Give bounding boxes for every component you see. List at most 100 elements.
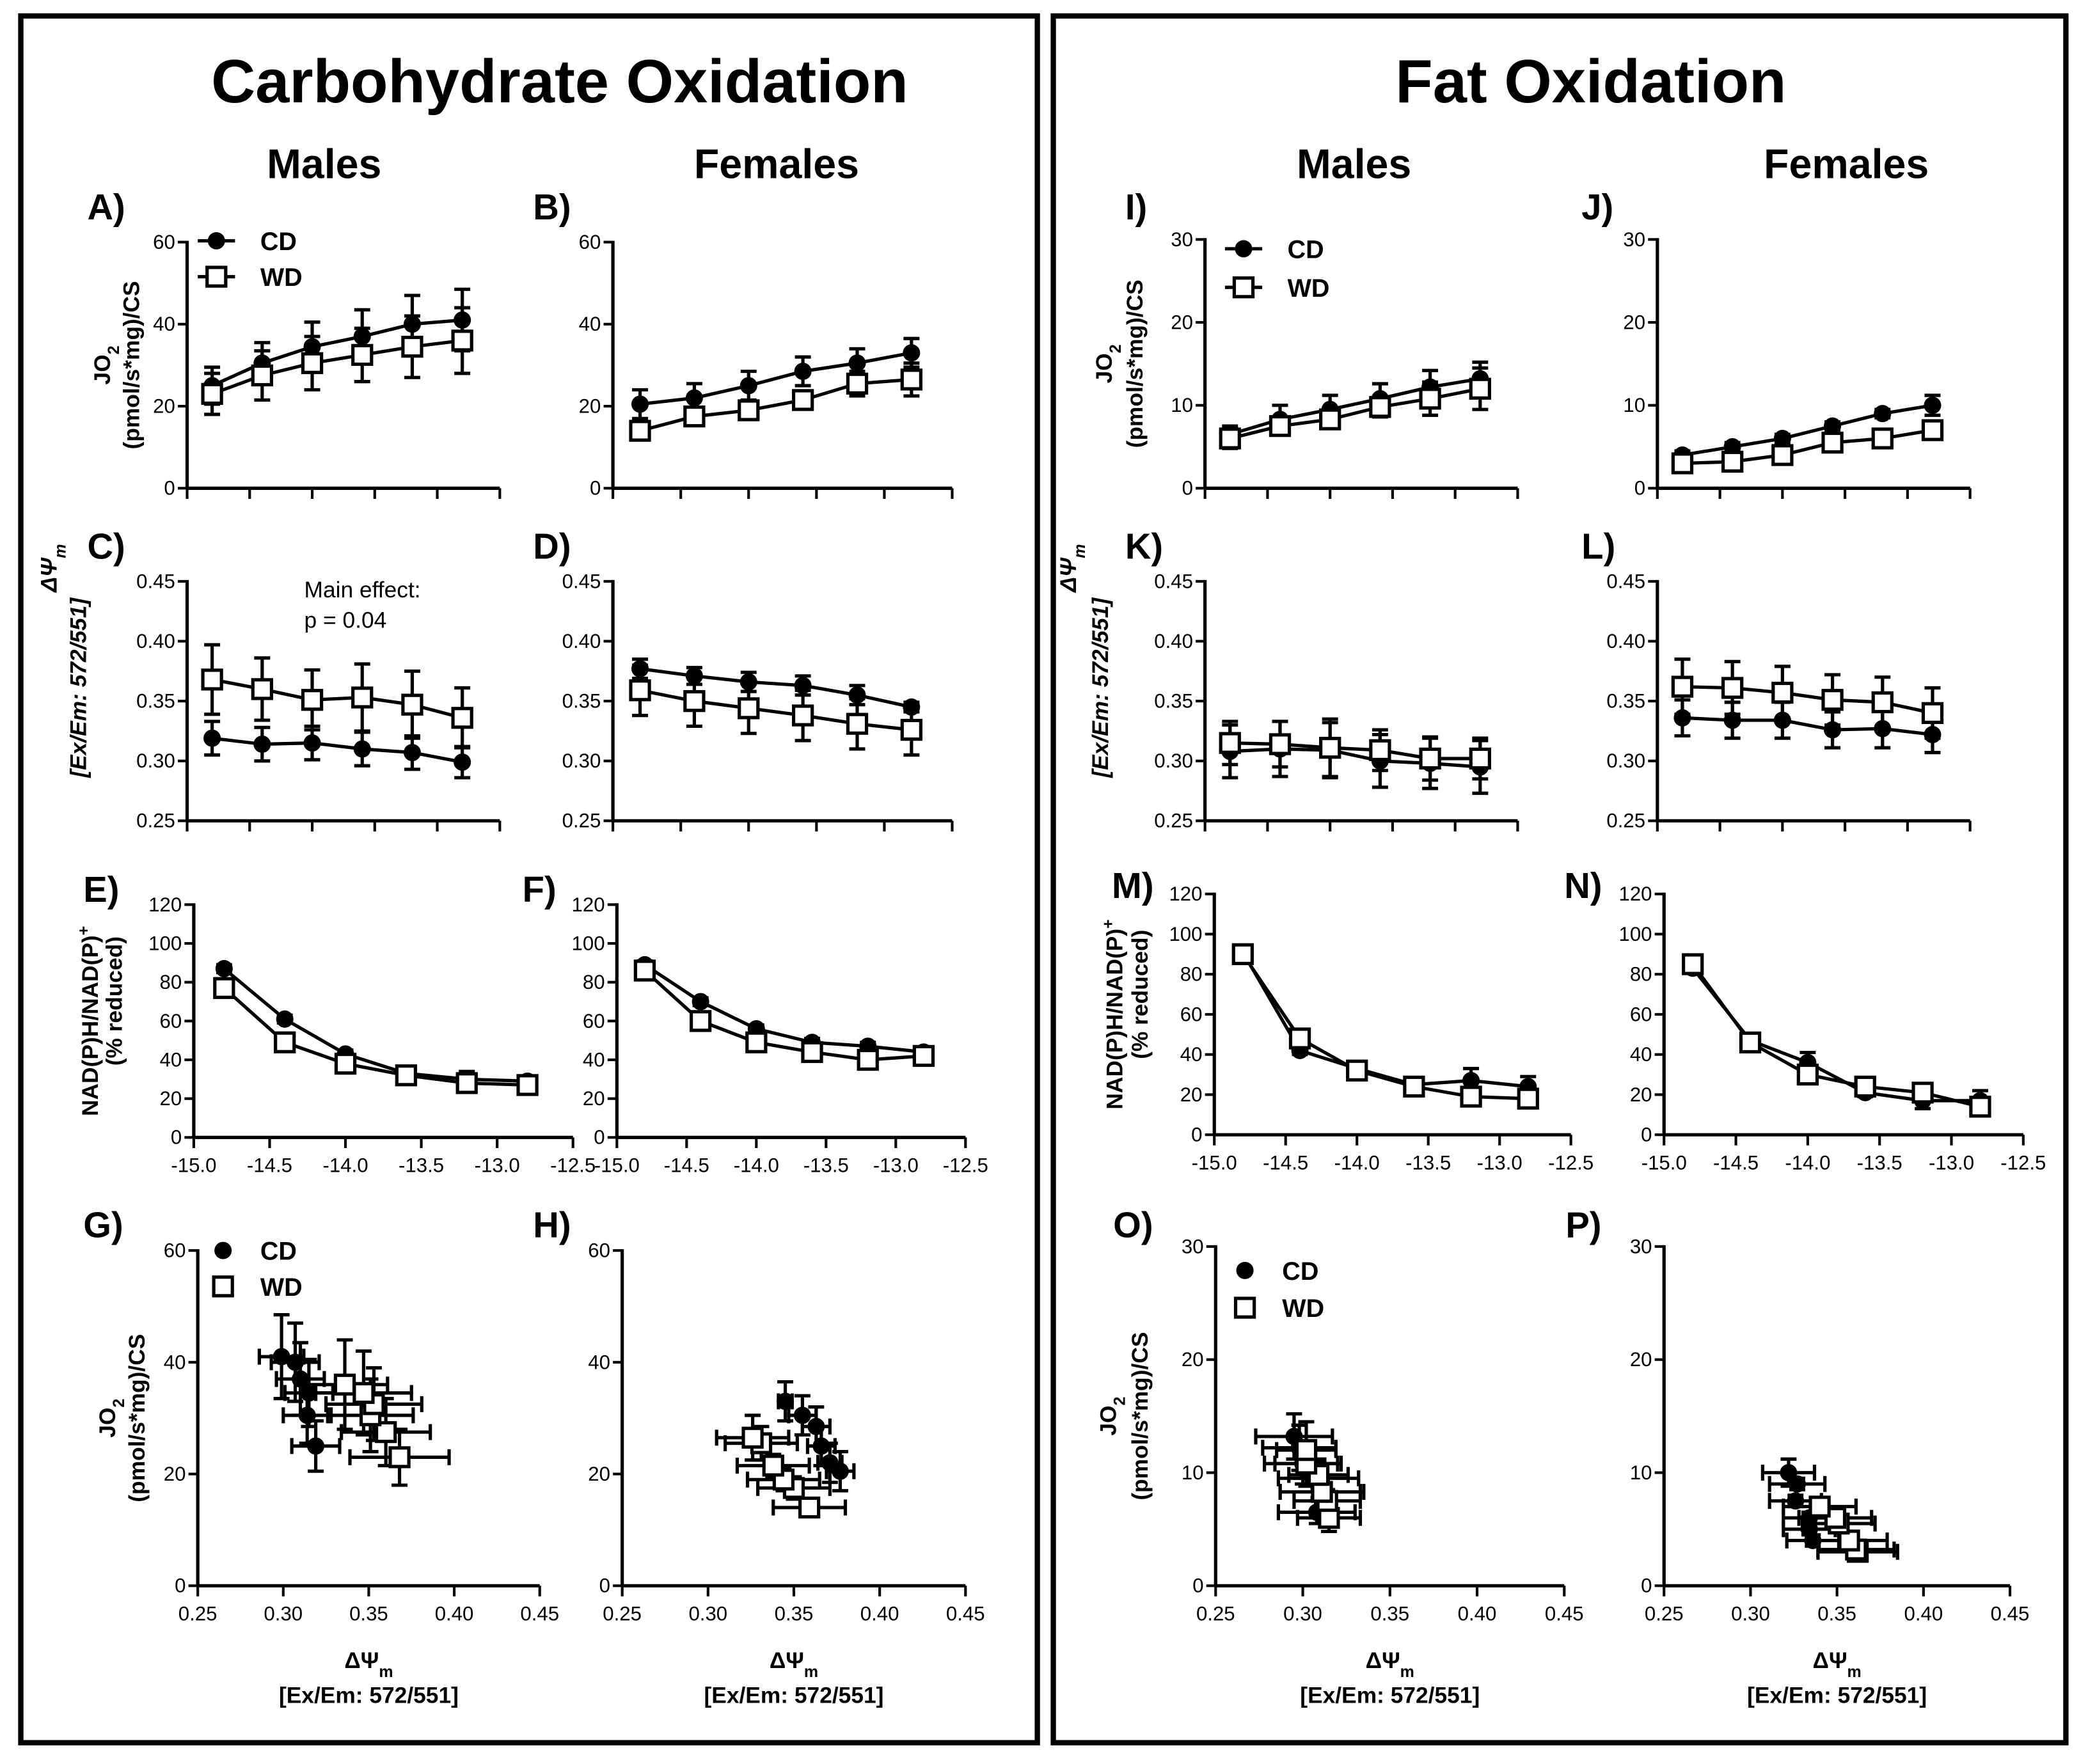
y-tick-label: 20 xyxy=(588,1463,610,1485)
wd-marker xyxy=(213,977,235,999)
x-tick-label: -13.5 xyxy=(803,1154,849,1176)
legend-label-cd: CD xyxy=(260,228,297,256)
wd-marker xyxy=(1460,1085,1482,1108)
cd-marker xyxy=(739,377,757,395)
y-tick-label: 40 xyxy=(583,1048,605,1071)
y-axis-units: (pmol/s*mg)/CS xyxy=(1128,1332,1153,1500)
y-tick-label: 60 xyxy=(583,1010,605,1032)
cd-marker xyxy=(692,993,709,1011)
wd-marker xyxy=(857,1048,879,1071)
cd-marker xyxy=(1874,405,1892,423)
x-tick-label: -15.0 xyxy=(594,1154,640,1176)
panel-f: F) 0 20 40 60 80 100 120 -15.0 -14.5 -14.0 -13.5 -13… xyxy=(523,869,988,1176)
y-tick-label: 0.45 xyxy=(562,570,601,592)
cd-marker xyxy=(631,660,649,678)
y-tick-label: 100 xyxy=(1169,923,1202,945)
wd-marker xyxy=(1682,953,1704,975)
y-tick-label: 60 xyxy=(1630,1003,1652,1025)
wd-marker xyxy=(1346,1059,1368,1082)
wd-marker xyxy=(1231,943,1254,965)
x-axis-units: [Ex/Em: 572/551] xyxy=(279,1683,459,1708)
y-tick-label: 0.30 xyxy=(136,750,175,772)
wd-marker xyxy=(1288,1027,1311,1050)
cd-marker xyxy=(794,363,812,381)
x-tick-label: 0.40 xyxy=(1904,1602,1943,1625)
series-line-wd xyxy=(640,688,912,732)
series-group xyxy=(201,643,473,780)
y-axis-label-subscript: m xyxy=(1071,544,1089,558)
y-tick-label: 0 xyxy=(590,477,601,500)
y-tick-label: 30 xyxy=(1171,228,1193,251)
panel-k: K) 0.25 0.30 0.35 0.40 0.45 ΔΨm [Ex/Em: 572/551… xyxy=(1056,526,1519,832)
y-axis-units: [Ex/Em: 572/551] xyxy=(66,597,91,778)
x-tick-label: -15.0 xyxy=(1641,1151,1687,1174)
wd-marker xyxy=(1269,414,1292,437)
series-line-wd xyxy=(1691,963,1981,1108)
y-axis-label: ΔΨm xyxy=(37,544,70,594)
fat-title: Fat Oxidation xyxy=(1395,47,1786,116)
wd-marker xyxy=(1969,1096,1991,1118)
y-axis-label-main: NAD(P)H/NAD(P) xyxy=(1103,929,1128,1110)
wd-marker xyxy=(791,704,814,727)
series-line-wd xyxy=(1230,387,1481,441)
y-tick-label: 0.30 xyxy=(1606,750,1645,772)
y-tick-label: 80 xyxy=(1180,963,1203,986)
wd-marker xyxy=(683,405,706,428)
y-tick-label: 60 xyxy=(579,231,601,253)
y-tick-label: 0.40 xyxy=(562,630,601,652)
x-axis-label: ΔΨm xyxy=(1366,1648,1414,1681)
y-tick-label: 0 xyxy=(1192,1575,1203,1597)
series-line-cd xyxy=(1682,716,1933,737)
series-group xyxy=(1219,360,1491,450)
y-tick-label: 80 xyxy=(159,971,182,993)
y-axis-units: (% reduced) xyxy=(102,936,127,1066)
x-tick-label: 0.30 xyxy=(688,1602,727,1625)
wd-marker xyxy=(516,1074,539,1096)
panel-label: L) xyxy=(1581,526,1615,567)
wd-marker xyxy=(1233,1296,1256,1319)
wd-marker xyxy=(801,1041,823,1064)
wd-marker xyxy=(1403,1075,1425,1098)
wd-marker xyxy=(629,420,651,442)
x-tick-label: -14.5 xyxy=(247,1154,292,1176)
x-tick-label: -13.5 xyxy=(1857,1151,1902,1174)
y-tick-label: 60 xyxy=(588,1240,610,1262)
panel-label: H) xyxy=(533,1204,571,1245)
y-tick-label: 20 xyxy=(153,395,175,417)
y-tick-label: 10 xyxy=(1623,394,1645,416)
y-tick-label: 0 xyxy=(594,1126,605,1149)
y-tick-label: 0.40 xyxy=(1154,630,1193,652)
x-tick-label: 0.35 xyxy=(349,1602,388,1625)
y-axis-units: (pmol/s*mg)/CS xyxy=(120,281,145,449)
y-axis-units: [Ex/Em: 572/551] xyxy=(1088,597,1113,778)
x-axis-label-main: ΔΨ xyxy=(1813,1648,1847,1673)
wd-marker xyxy=(201,668,223,691)
x-tick-label: 0.40 xyxy=(1458,1602,1497,1625)
series-line-wd xyxy=(212,677,463,720)
cd-marker xyxy=(1824,417,1842,435)
series-group xyxy=(1760,1457,1899,1563)
x-axis-label-subscript: m xyxy=(804,1663,818,1681)
y-tick-label: 40 xyxy=(159,1048,182,1071)
series-group xyxy=(1682,953,1991,1118)
wd-marker xyxy=(1771,444,1794,466)
x-tick-label: 0.45 xyxy=(1545,1602,1584,1625)
panel-label: G) xyxy=(83,1204,123,1245)
y-tick-label: 0 xyxy=(175,1575,186,1597)
y-tick-label: 40 xyxy=(1180,1043,1203,1066)
y-tick-label: 0 xyxy=(1182,477,1193,500)
wd-marker xyxy=(1671,675,1694,698)
cd-marker xyxy=(203,729,221,747)
y-tick-label: 0 xyxy=(171,1126,182,1149)
fat-males-heading: Males xyxy=(1297,141,1411,187)
cd-marker xyxy=(1773,711,1791,729)
cd-marker xyxy=(685,667,703,685)
panel-label: B) xyxy=(533,187,571,227)
series-line-cd xyxy=(644,963,924,1054)
series-line-wd xyxy=(1682,429,1933,466)
y-axis-label-subscript: 2 xyxy=(1111,1397,1128,1406)
wd-marker xyxy=(401,335,423,358)
cd-marker xyxy=(1874,720,1892,737)
legend: CD WD xyxy=(1233,1257,1324,1323)
legend: CD WD xyxy=(1224,236,1329,303)
